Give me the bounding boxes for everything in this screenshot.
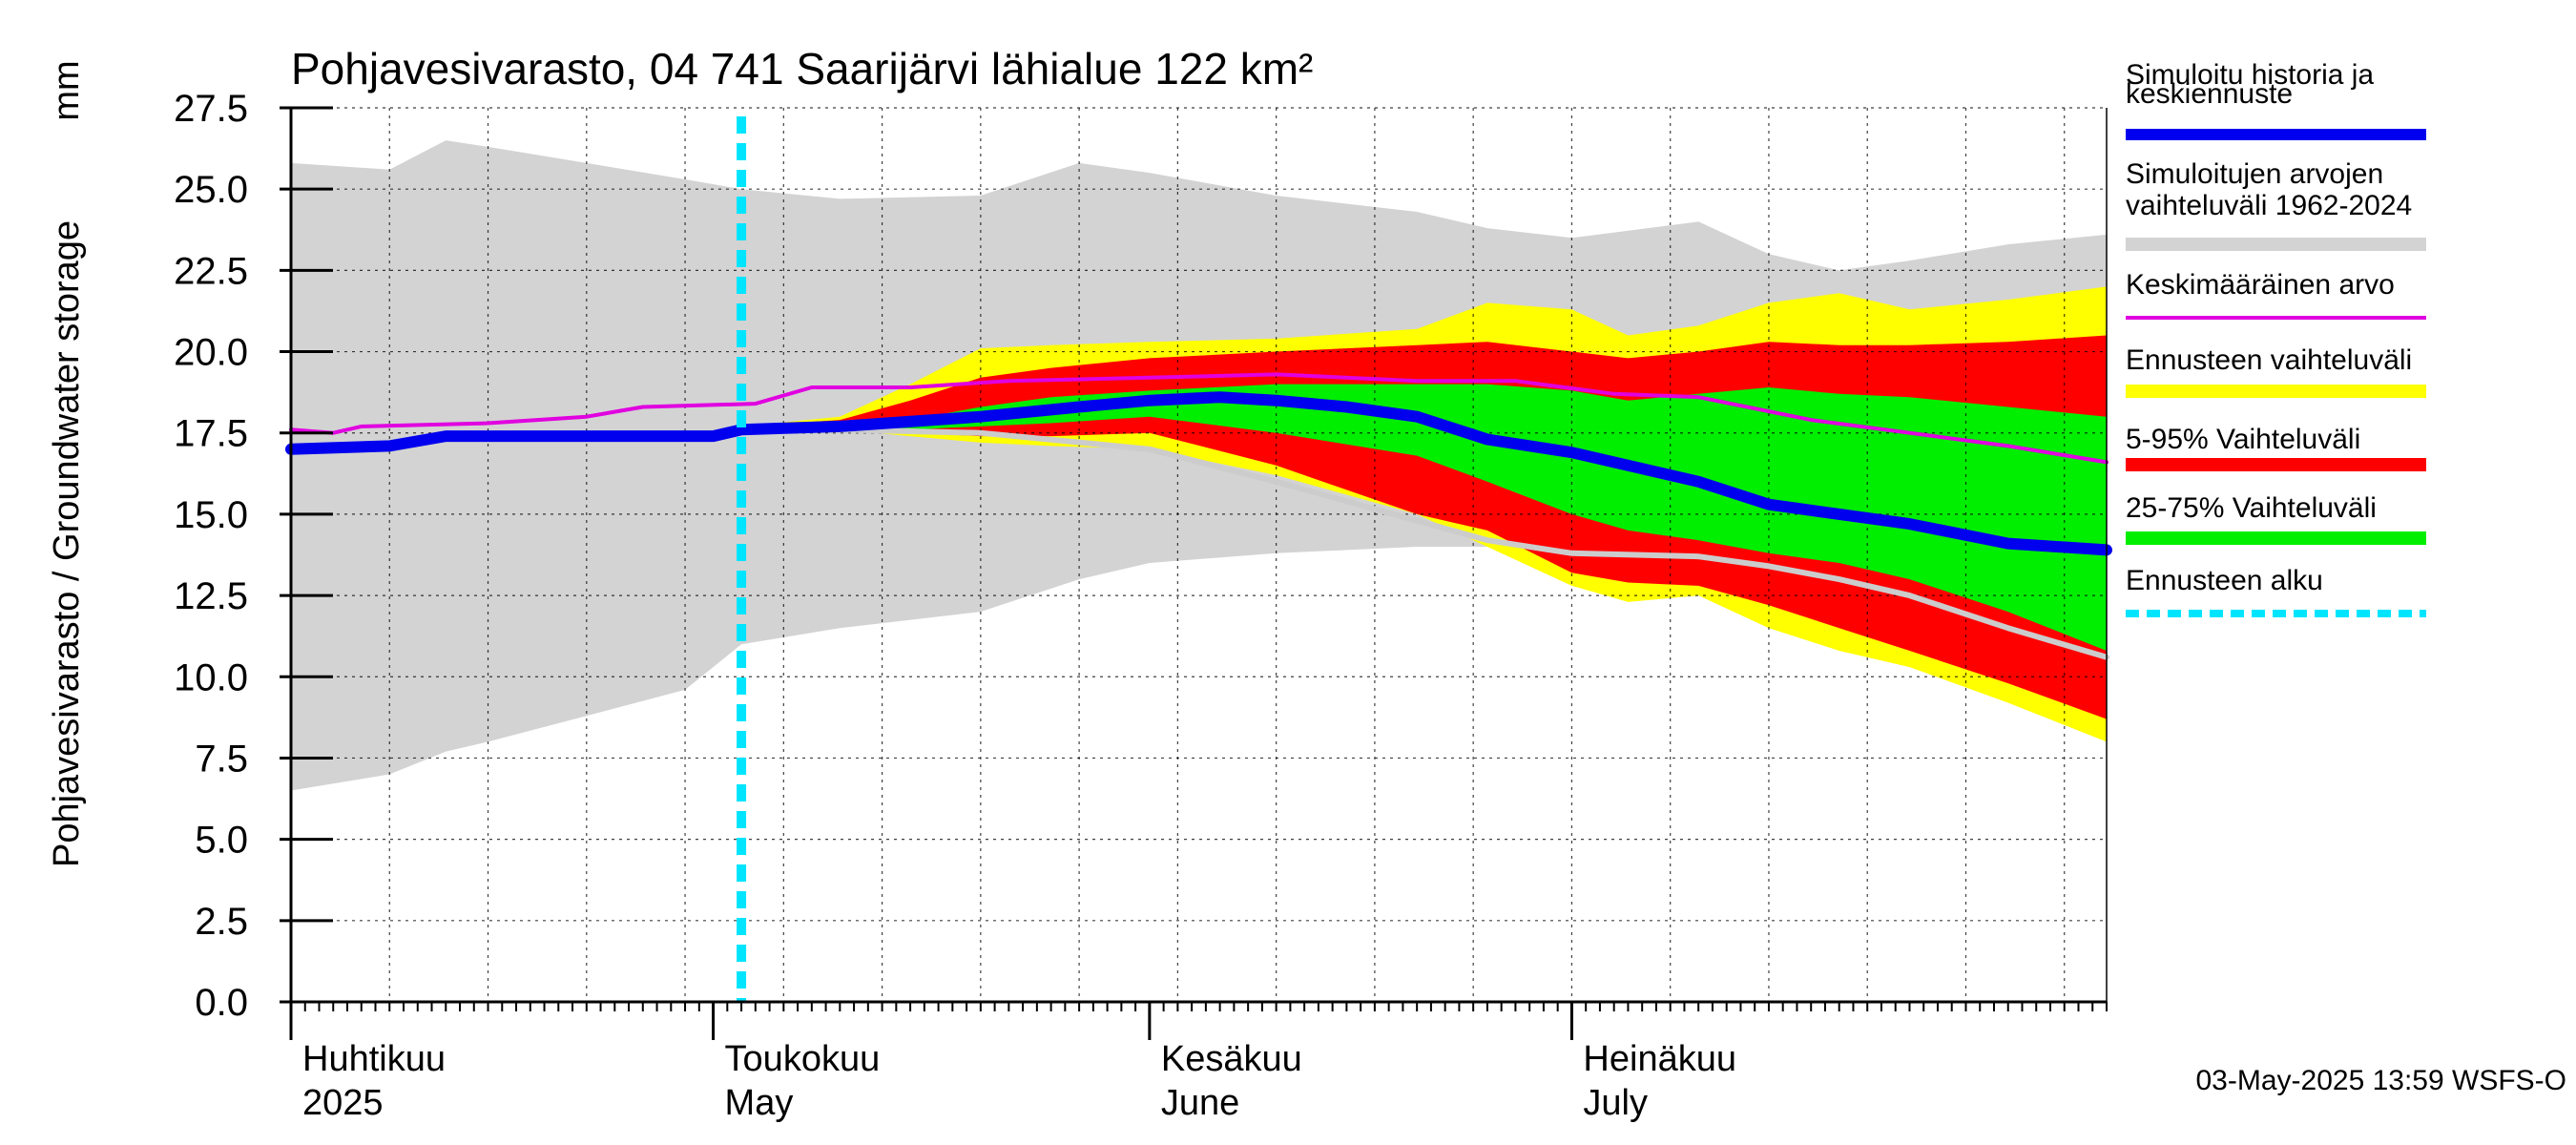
legend-label: 5-95% Vaihteluväli [2126,424,2360,455]
y-tick-label: 20.0 [174,332,248,374]
legend-label: Simuloitu historia ja [2126,59,2374,91]
y-tick-label: 5.0 [195,820,248,862]
legend-label: 25-75% Vaihteluväli [2126,492,2377,524]
month-label-fi: Kesäkuu [1161,1039,1302,1079]
month-label-en: June [1161,1083,1239,1123]
legend-label: Simuloitujen arvojen [2126,158,2383,190]
y-tick-label: 2.5 [195,901,248,943]
month-label-fi: Toukokuu [725,1039,881,1079]
y-tick-label: 27.5 [174,88,248,130]
y-tick-label: 22.5 [174,250,248,292]
series-line-mediaani-ennuste-harmaa-viiva [738,427,2109,660]
legend-label: keskiennuste [2126,78,2293,110]
legend-label: Keskimääräinen arvo [2126,269,2395,301]
month-label-fi: Huhtikuu [302,1039,446,1079]
month-label-en: July [1583,1083,1648,1123]
series-line-keskim-r-inen-arvo [289,372,2109,465]
legend-label: vaihteluväli 1962-2024 [2126,190,2412,221]
y-tick-label: 10.0 [174,656,248,698]
series-line-simuloitu-historia-ja-keskiennuste [285,391,2112,556]
y-tick-label: 25.0 [174,169,248,211]
chart-axes [289,108,2108,1040]
footer-timestamp: 03-May-2025 13:59 WSFS-O [2196,1065,2567,1096]
y-axis-ticks: 0.0 2.5 5.0 7.5 10.0 12.5 15.0 17.5 20.0 22.5 25.0… [174,88,333,1024]
chart-lines [285,116,2112,1002]
month-label-en: May [725,1083,794,1123]
legend-label: Ennusteen vaihteluväli [2126,344,2412,376]
y-tick-label: 7.5 [195,738,248,780]
band-25-75-vaihteluv-li [741,384,2107,651]
chart-title: Pohjavesivarasto, 04 741 Saarijärvi lähi… [291,44,1313,94]
y-axis-label: Pohjavesivarasto / Groundwater storage [47,220,87,867]
month-label-en: 2025 [302,1083,384,1123]
y-axis-unit: mm [47,60,87,120]
y-tick-label: 17.5 [174,413,248,455]
month-label-fi: Heinäkuu [1583,1039,1736,1079]
y-tick-label: 15.0 [174,494,248,536]
y-tick-label: 12.5 [174,575,248,617]
y-tick-label: 0.0 [195,982,248,1024]
legend-label: Ennusteen alku [2126,565,2323,596]
